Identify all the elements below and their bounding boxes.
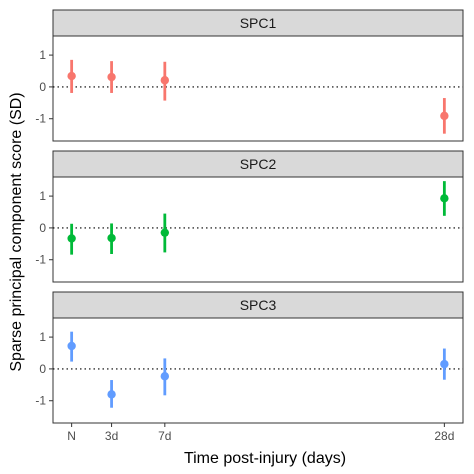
x-tick-label: 7d xyxy=(158,429,171,443)
y-tick-label: 0 xyxy=(39,362,46,376)
data-point xyxy=(440,111,449,121)
y-tick-label: 1 xyxy=(39,189,46,203)
x-tick-label: 28d xyxy=(434,429,454,443)
facet-strip-label: SPC1 xyxy=(240,15,277,31)
facet-strip xyxy=(52,9,464,37)
data-point xyxy=(440,359,449,369)
data-point xyxy=(107,390,116,399)
y-tick-label: 0 xyxy=(39,80,46,94)
data-point xyxy=(67,234,76,243)
x-tick-label: N xyxy=(67,429,76,443)
data-point xyxy=(67,341,76,351)
x-axis-title: Time post-injury (days) xyxy=(184,450,346,467)
panel-area xyxy=(52,176,464,283)
y-axis-title: Sparse principal component score (SD) xyxy=(8,92,25,371)
data-point xyxy=(160,76,170,85)
facet-spc2: SPC2 -1 0 1 xyxy=(35,150,464,283)
facet-panels: SPC1 -1 0 1 SPC2 -1 0 1 SPC3 -1 0 1 N 3d 7d 28d xyxy=(35,9,464,443)
y-tick-label: 1 xyxy=(39,330,46,344)
panel-area xyxy=(52,317,464,424)
data-point xyxy=(107,72,116,82)
data-point xyxy=(160,372,170,381)
facet-spc3: SPC3 -1 0 1 N 3d 7d 28d xyxy=(35,291,464,443)
y-tick-label: -1 xyxy=(35,112,46,126)
data-point xyxy=(107,233,116,243)
y-tick-label: -1 xyxy=(35,394,46,408)
facet-strip xyxy=(52,291,464,319)
facet-strip-label: SPC2 xyxy=(240,156,277,172)
data-point xyxy=(160,228,170,237)
y-tick-label: 0 xyxy=(39,221,46,235)
data-point xyxy=(440,194,449,203)
data-point xyxy=(67,71,76,81)
facet-spc1: SPC1 -1 0 1 xyxy=(35,9,464,142)
facet-strip xyxy=(52,150,464,178)
panel-area xyxy=(52,35,464,142)
y-tick-label: 1 xyxy=(39,48,46,62)
x-tick-label: 3d xyxy=(105,429,118,443)
facet-strip-label: SPC3 xyxy=(240,297,277,313)
y-tick-label: -1 xyxy=(35,253,46,267)
